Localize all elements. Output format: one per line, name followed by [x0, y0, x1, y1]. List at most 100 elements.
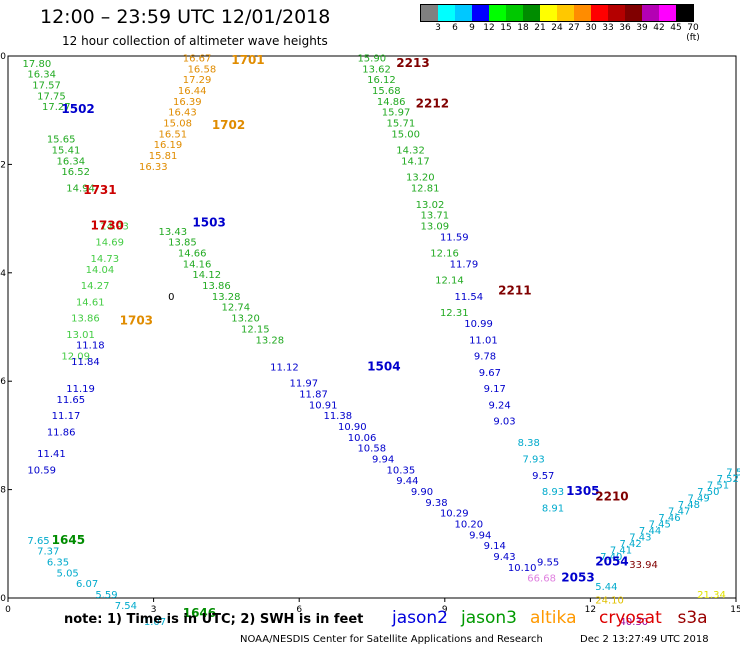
data-point-label: 10.59: [27, 465, 56, 476]
data-point-label: 10.58: [357, 444, 386, 455]
data-point-label: 15.08: [163, 118, 192, 129]
data-point-label: 16.51: [158, 129, 187, 140]
data-point-label: 13.28: [256, 335, 285, 346]
data-point-label: 10.20: [455, 520, 484, 531]
scale-label: 39: [636, 23, 648, 33]
scale-swatch: [625, 5, 642, 21]
scale-label: 21: [534, 23, 546, 33]
data-point-label: 15.00: [391, 129, 420, 140]
y-tick-label: -56: [0, 377, 6, 387]
data-point-label: 16.19: [154, 140, 183, 151]
x-tick-label: 0: [5, 605, 11, 615]
data-point-label: 16.67: [183, 53, 212, 64]
data-point-label: 9.57: [532, 471, 554, 482]
data-point-label: 9.03: [493, 417, 515, 428]
page-subtitle: 12 hour collection of altimeter wave hei…: [62, 34, 328, 48]
scale-swatch: [642, 5, 659, 21]
data-point-label: 14.69: [95, 238, 124, 249]
data-point-label: 15.81: [149, 151, 178, 162]
footer-note: note: 1) Time is in UTC; 2) SWH is in fe…: [64, 612, 364, 627]
data-point-label: 17.57: [32, 81, 61, 92]
pass-label: 1730: [91, 218, 124, 232]
track-point-label: 7.40: [600, 552, 622, 563]
track-point-label: 7.42: [620, 539, 642, 550]
scale-label: 70 (ft): [686, 23, 700, 43]
y-tick-label: -52: [0, 160, 6, 170]
data-point-label: 9.55: [537, 557, 559, 568]
data-point-label: 6.35: [47, 557, 69, 568]
pass-label: 2211: [498, 283, 531, 297]
data-point-label: 15.41: [52, 146, 81, 157]
data-point-label: 11.65: [57, 395, 86, 406]
scale-label: 30: [585, 23, 597, 33]
data-point-label: 12.16: [430, 249, 459, 260]
scale-swatch: [591, 5, 608, 21]
plot-frame: [7, 55, 737, 599]
track-point-label: 7.44: [639, 526, 661, 537]
track-point-label: 7.52: [717, 474, 739, 485]
data-point-label: 11.19: [66, 384, 95, 395]
data-point-label: 9.17: [484, 384, 506, 395]
scale-label: 15: [500, 23, 512, 33]
pass-label: 1731: [83, 183, 116, 197]
scale-swatch: [557, 5, 574, 21]
scale-label: 3: [435, 23, 441, 33]
y-tick-label: -54: [0, 269, 6, 279]
data-point-label: 14.94: [66, 184, 95, 195]
data-point-label: 17.80: [23, 59, 52, 70]
data-point-label: 17.29: [183, 75, 212, 86]
data-point-label: 21.34: [697, 590, 726, 601]
data-point-label: 10.29: [440, 509, 469, 520]
data-point-label: 13.02: [416, 200, 445, 211]
credit-text: NOAA/NESDIS Center for Satellite Applica…: [240, 634, 543, 645]
legend-item-altika: altika: [530, 608, 577, 628]
data-point-label: 8.93: [542, 487, 564, 498]
contour-zero-label: 0: [168, 292, 174, 303]
pass-label: 1305: [566, 484, 599, 498]
data-point-label: 11.79: [450, 259, 479, 270]
data-point-label: 14.17: [401, 156, 430, 167]
data-point-label: 16.34: [27, 70, 56, 81]
x-tick-label: 3: [151, 605, 157, 615]
data-point-label: 14.04: [86, 265, 115, 276]
data-point-label: 15.65: [47, 135, 76, 146]
page-title: 12:00 – 23:59 UTC 12/01/2018: [40, 6, 331, 28]
scale-swatch: [608, 5, 625, 21]
track-point-label: 7.51: [707, 481, 729, 492]
scale-label: 18: [517, 23, 529, 33]
data-point-label: 11.12: [270, 362, 299, 373]
data-point-label: 9.78: [474, 352, 496, 363]
scale-swatch: [659, 5, 676, 21]
data-point-label: 16.33: [139, 162, 168, 173]
data-point-label: 33.94: [629, 560, 658, 571]
data-point-label: 13.28: [212, 292, 241, 303]
data-point-label: 7.65: [27, 536, 49, 547]
data-point-label: 14.86: [377, 97, 406, 108]
data-point-label: 10.99: [464, 319, 493, 330]
data-point-label: 16.12: [367, 75, 396, 86]
pass-label: 2053: [561, 571, 594, 585]
data-point-label: 15.71: [387, 118, 416, 129]
data-point-label: 7.93: [522, 455, 544, 466]
data-point-label: 9.44: [396, 476, 418, 487]
data-point-label: 9.14: [484, 541, 506, 552]
data-point-label: 10.10: [508, 563, 537, 574]
track-point-label: 7.50: [697, 487, 719, 498]
y-tick-label: -60: [0, 594, 6, 604]
pass-label: 1503: [192, 216, 225, 230]
track-point-label: 7.48: [678, 500, 700, 511]
data-point-label: 12.31: [440, 308, 469, 319]
data-point-label: 16.39: [173, 97, 202, 108]
data-point-label: 14.16: [183, 259, 212, 270]
pass-label: 1504: [367, 359, 400, 373]
data-point-label: 14.66: [178, 249, 207, 260]
scale-label: 9: [469, 23, 475, 33]
data-point-label: 11.17: [52, 411, 81, 422]
pass-label: 1701: [231, 53, 264, 67]
data-point-label: 40.30: [620, 617, 649, 628]
x-tick-label: 12: [585, 605, 596, 615]
color-scale: 3 6 9 12 15 18 21 24 27 30 33 36 39 42 45 70 (ft): [420, 4, 700, 43]
scale-swatch: [523, 5, 540, 21]
scale-label: 36: [619, 23, 631, 33]
pass-label: 1645: [52, 533, 85, 547]
